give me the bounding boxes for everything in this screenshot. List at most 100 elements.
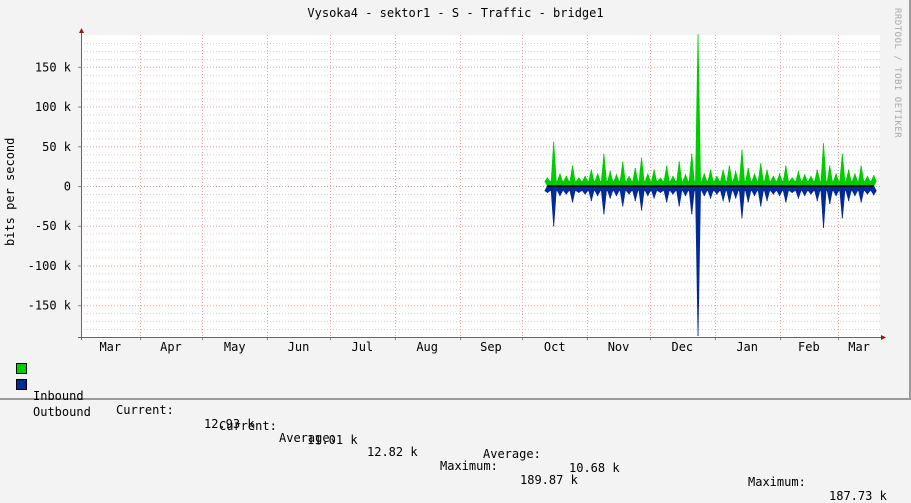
data-point-outbound bbox=[848, 199, 850, 201]
series-inbound-area bbox=[544, 34, 877, 187]
data-point-outbound bbox=[804, 194, 806, 197]
data-point-outbound bbox=[647, 194, 649, 197]
data-point-inbound bbox=[848, 169, 850, 171]
data-point-inbound bbox=[804, 174, 806, 176]
legend-outbound: Outbound Current: 11.01 k Average: 10.68… bbox=[16, 377, 887, 503]
data-point-outbound bbox=[672, 193, 674, 195]
x-tick-label: Nov bbox=[608, 340, 630, 354]
data-point-outbound bbox=[753, 194, 756, 197]
legend-outbound-maximum: 187.73 k bbox=[829, 489, 887, 503]
legend-inbound-current-label: Current: bbox=[116, 403, 174, 417]
data-point-inbound bbox=[603, 153, 605, 155]
data-point-outbound bbox=[722, 199, 724, 201]
data-point-outbound bbox=[578, 191, 580, 193]
data-point-outbound bbox=[553, 225, 555, 227]
outbound-swatch bbox=[16, 379, 27, 390]
data-point-outbound bbox=[678, 205, 680, 207]
data-point-inbound bbox=[741, 149, 743, 151]
graph-frame bbox=[0, 0, 911, 400]
y-tick-label: -150 k bbox=[28, 299, 72, 313]
y-tick-label: -100 k bbox=[28, 259, 72, 273]
data-point-outbound bbox=[546, 191, 549, 193]
data-point-outbound bbox=[709, 197, 712, 199]
data-point-inbound bbox=[578, 177, 580, 179]
data-point-outbound bbox=[822, 226, 825, 228]
data-point-outbound bbox=[703, 194, 705, 197]
data-point-inbound bbox=[753, 173, 756, 175]
data-point-inbound bbox=[735, 171, 737, 173]
data-point-inbound bbox=[678, 161, 680, 163]
data-point-outbound bbox=[640, 209, 643, 211]
y-tick-label: 100 k bbox=[35, 100, 72, 114]
data-point-outbound bbox=[653, 197, 655, 199]
data-point-inbound bbox=[684, 174, 687, 176]
data-point-outbound bbox=[603, 213, 605, 215]
data-point-outbound bbox=[659, 191, 661, 193]
y-tick-label: -50 k bbox=[35, 219, 72, 233]
data-point-inbound bbox=[653, 169, 655, 171]
data-point-outbound bbox=[766, 199, 768, 201]
legend-inbound-maximum: 189.87 k bbox=[520, 473, 578, 487]
data-point-inbound bbox=[628, 175, 630, 178]
data-point-outbound bbox=[609, 197, 611, 199]
data-point-inbound bbox=[691, 153, 693, 155]
data-point-outbound bbox=[797, 197, 800, 199]
data-point-outbound bbox=[571, 201, 574, 203]
data-point-outbound bbox=[716, 193, 718, 195]
x-tick-label: Oct bbox=[544, 340, 566, 354]
data-point-inbound bbox=[854, 173, 856, 175]
data-point-outbound bbox=[728, 201, 731, 203]
data-point-inbound bbox=[766, 169, 768, 171]
data-point-outbound bbox=[691, 213, 693, 215]
data-point-inbound bbox=[672, 175, 674, 178]
y-tick-label: 0 bbox=[64, 180, 71, 194]
data-point-inbound bbox=[659, 177, 661, 179]
legend-outbound-current: 11.01 k bbox=[307, 433, 358, 447]
x-tick-label: Aug bbox=[416, 340, 438, 354]
x-tick-label: Mar bbox=[99, 340, 121, 354]
x-tick-label: Feb bbox=[798, 340, 820, 354]
legend-inbound-average: 12.82 k bbox=[367, 445, 418, 459]
data-point-inbound bbox=[716, 175, 718, 178]
data-point-inbound bbox=[546, 177, 549, 179]
legend-outbound-maximum-label: Maximum: bbox=[748, 475, 806, 489]
data-point-inbound bbox=[666, 165, 668, 167]
data-point-outbound bbox=[559, 194, 561, 197]
data-point-outbound bbox=[741, 217, 743, 219]
data-point-inbound bbox=[747, 167, 749, 170]
data-point-outbound bbox=[779, 194, 781, 197]
data-point-inbound bbox=[703, 173, 705, 175]
data-point-inbound bbox=[622, 161, 624, 163]
x-tick-label: May bbox=[224, 340, 246, 354]
data-point-outbound bbox=[772, 193, 774, 195]
data-point-inbound bbox=[559, 173, 561, 175]
data-point-inbound bbox=[565, 175, 567, 178]
data-point-inbound bbox=[728, 165, 731, 167]
data-point-outbound bbox=[628, 193, 630, 195]
data-point-inbound bbox=[597, 173, 599, 175]
data-point-inbound bbox=[873, 175, 875, 177]
data-point-outbound bbox=[597, 194, 599, 197]
data-point-inbound bbox=[609, 171, 611, 173]
data-point-inbound bbox=[647, 173, 649, 175]
x-tick-label: Sep bbox=[480, 340, 502, 354]
x-tick-label: Mar bbox=[848, 340, 870, 354]
data-point-inbound bbox=[571, 165, 574, 167]
data-point-outbound bbox=[873, 194, 875, 196]
series-outbound-area bbox=[544, 185, 877, 336]
data-point-outbound bbox=[565, 193, 567, 195]
data-point-outbound bbox=[829, 202, 831, 205]
data-point-inbound bbox=[584, 175, 586, 178]
x-tick-label: Jul bbox=[351, 340, 373, 354]
legend-inbound-maximum-label: Maximum: bbox=[440, 459, 498, 473]
data-point-outbound bbox=[622, 205, 624, 207]
plot-area: 150 k 100 k 50 k 0 -50 k -100 k -150 k Mar Apr Ma… bbox=[28, 28, 886, 354]
data-point-inbound bbox=[791, 177, 793, 179]
data-point-outbound bbox=[791, 191, 793, 193]
legend-outbound-average-label: Average: bbox=[483, 447, 541, 461]
y-tick-label: 150 k bbox=[35, 60, 72, 74]
data-point-inbound bbox=[709, 169, 712, 171]
data-point-outbound bbox=[584, 193, 586, 195]
data-point-inbound bbox=[634, 167, 636, 170]
chart-title: Vysoka4 - sektor1 - S - Traffic - bridge… bbox=[307, 6, 604, 20]
